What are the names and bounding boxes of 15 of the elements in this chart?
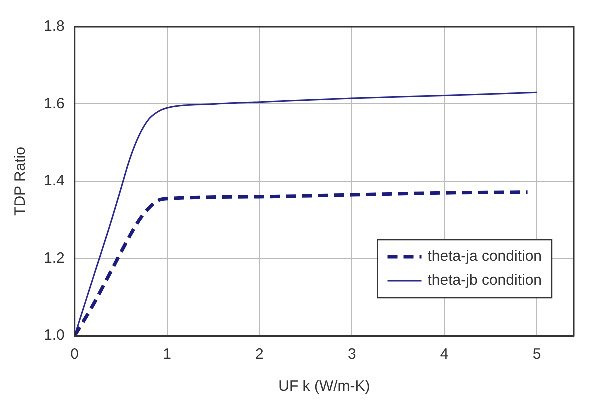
x-tick-label: 0: [70, 346, 80, 364]
legend-label: theta-ja condition: [428, 248, 542, 266]
y-axis-title: TDP Ratio: [12, 147, 30, 216]
y-tick-label: 1.8: [44, 18, 65, 36]
legend-label: theta-jb condition: [428, 272, 542, 290]
x-tick-label: 1: [163, 346, 172, 364]
x-tick-label: 2: [256, 346, 264, 364]
x-tick-label: 4: [440, 346, 449, 364]
x-tick-label: 3: [348, 346, 356, 364]
y-tick-label: 1.2: [44, 250, 65, 267]
y-tick-label: 1.6: [44, 95, 65, 112]
x-tick-label: 5: [532, 346, 542, 364]
y-tick-label: 1.4: [44, 172, 65, 190]
x-axis-title: UF k (W/m-K): [278, 378, 370, 396]
y-tick-label: 1.0: [44, 327, 65, 344]
